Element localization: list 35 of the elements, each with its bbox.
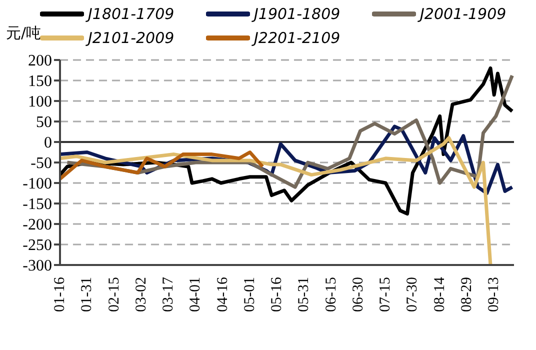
y-tick-label: 150 — [28, 73, 52, 90]
x-tick-label: 05-31 — [296, 277, 312, 312]
y-tick-label: 200 — [28, 52, 52, 70]
y-tick-label: 100 — [28, 94, 52, 111]
y-axis-title: 元/吨 — [6, 24, 42, 43]
x-tick-label: 07-15 — [378, 277, 394, 312]
x-tick-label: 03-02 — [133, 277, 150, 312]
legend-label: J2201-2109 — [254, 29, 340, 47]
x-tick-label: 01-31 — [79, 277, 96, 312]
x-tick-label: 06-30 — [350, 277, 366, 312]
legend-label: J1801-1709 — [88, 5, 174, 23]
x-tick-label: 02-15 — [106, 277, 122, 312]
legend-label: J2001-1909 — [420, 5, 506, 23]
x-tick-label: 04-01 — [188, 277, 204, 312]
y-tick-label: -50 — [30, 155, 52, 172]
x-tick-label: 03-17 — [160, 276, 177, 312]
x-tick-label: 08-14 — [432, 276, 448, 312]
line-series — [60, 150, 264, 181]
x-tick-label: 04-16 — [214, 276, 231, 312]
legend-label: J2101-2009 — [88, 29, 174, 47]
x-tick-label: 05-01 — [242, 277, 258, 312]
y-tick-label: 50 — [36, 114, 52, 132]
x-tick-label: 05-16 — [269, 276, 286, 312]
y-tick-label: 0 — [44, 134, 52, 152]
x-tick-label: 09-13 — [486, 277, 502, 312]
x-tick-label: 06-15 — [323, 277, 340, 312]
x-tick-label: 01-16 — [52, 276, 68, 312]
y-tick-label: -300 — [22, 258, 52, 275]
y-tick-label: -200 — [22, 216, 52, 234]
legend-label: J1901-1809 — [254, 5, 340, 23]
y-tick-label: -250 — [22, 237, 52, 254]
y-tick-label: -150 — [22, 196, 52, 214]
y-tick-label: -100 — [22, 176, 52, 193]
x-tick-label: 07-30 — [404, 277, 421, 312]
x-tick-label: 08-29 — [458, 277, 475, 312]
